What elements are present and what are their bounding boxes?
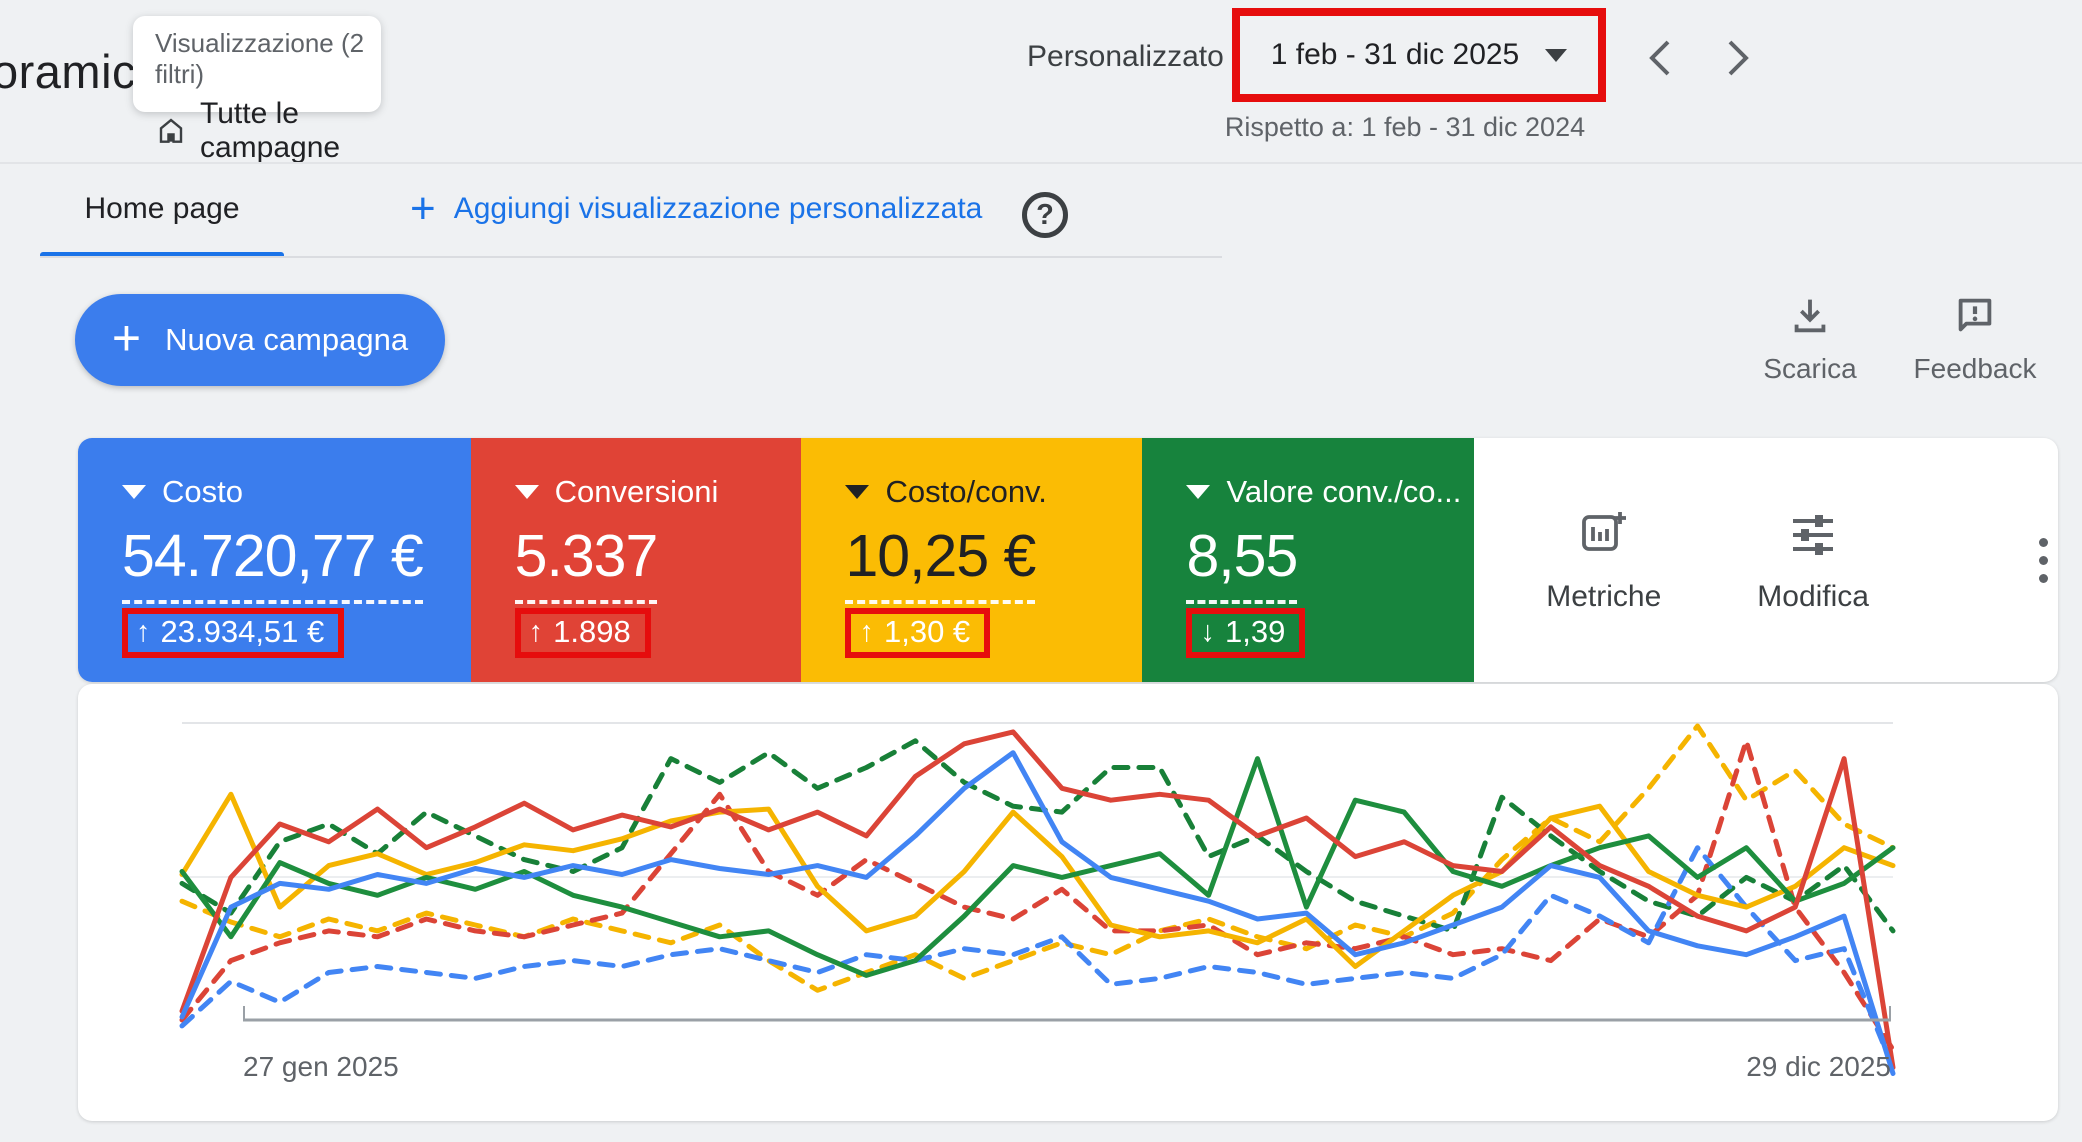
google-ads-overview-page: oramica Visualizzazione (2 filtri) Tutte… [0, 0, 2082, 1142]
chevron-down-icon [122, 485, 146, 499]
chevron-down-icon [845, 485, 869, 499]
next-period-button[interactable] [1714, 34, 1760, 82]
date-range-selector[interactable]: 1 feb - 31 dic 2025 [1271, 38, 1568, 72]
feedback-label: Feedback [1914, 353, 2037, 385]
scorecard-value: 10,25 € [845, 522, 1035, 604]
scorecard-value: 5.337 [515, 522, 658, 604]
scorecard-costo-conv[interactable]: Costo/conv. 10,25 € ↑1,30 € [801, 438, 1142, 682]
overview-chart[interactable]: 27 gen 2025 29 dic 2025 [78, 684, 2058, 1121]
view-scope-label: Tutte le campagne [200, 97, 381, 165]
scorecard-value: 54.720,77 € [122, 522, 423, 604]
arrow-up-icon: ↑ [859, 616, 874, 649]
performance-chart-card: 27 gen 2025 29 dic 2025 [78, 684, 2058, 1121]
new-campaign-button[interactable]: + Nuova campagna [75, 294, 445, 386]
metrics-chart-icon [1578, 507, 1630, 564]
metrics-label: Metriche [1546, 580, 1661, 614]
scorecard-actions-panel: Metriche Modifica [1474, 438, 2058, 682]
plus-icon: + [410, 187, 436, 231]
arrow-up-icon: ↑ [529, 616, 544, 649]
help-icon[interactable]: ? [1022, 192, 1068, 238]
date-range-value: 1 feb - 31 dic 2025 [1271, 38, 1520, 72]
scorecard-strip: Costo 54.720,77 € ↑23.934,51 € Conversio… [78, 438, 2058, 682]
series-conversioni-2025 [182, 732, 1893, 1068]
feedback-icon [1952, 292, 1998, 343]
scorecard-valore-conv[interactable]: Valore conv./co... 8,55 ↓1,39 [1142, 438, 1474, 682]
feedback-button[interactable]: Feedback [1890, 292, 2060, 385]
scorecard-label: Valore conv./co... [1226, 474, 1461, 510]
scorecard-delta-annotated: ↓1,39 [1186, 608, 1305, 658]
date-mode-label: Personalizzato [1027, 40, 1224, 74]
compare-period-label: Rispetto a: 1 feb - 31 dic 2024 [1195, 112, 1615, 143]
download-icon [1787, 292, 1833, 343]
view-filter-label: Visualizzazione (2 filtri) [155, 28, 381, 90]
download-button[interactable]: Scarica [1725, 292, 1895, 385]
sliders-icon [1787, 507, 1839, 564]
download-label: Scarica [1763, 353, 1856, 385]
scorecard-value: 8,55 [1186, 522, 1297, 604]
tab-home-page[interactable]: Home page [40, 166, 284, 252]
arrow-down-icon: ↓ [1200, 616, 1215, 649]
new-campaign-label: Nuova campagna [165, 322, 408, 358]
scorecard-delta-annotated: ↑1,30 € [845, 608, 990, 658]
previous-period-button[interactable] [1638, 34, 1684, 82]
plus-icon: + [112, 313, 141, 363]
x-axis-label-start: 27 gen 2025 [243, 1051, 399, 1082]
more-options-icon[interactable] [2029, 528, 2058, 593]
scorecard-costo[interactable]: Costo 54.720,77 € ↑23.934,51 € [78, 438, 471, 682]
scorecard-conversioni[interactable]: Conversioni 5.337 ↑1.898 [471, 438, 802, 682]
scorecard-delta-annotated: ↑1.898 [515, 608, 651, 658]
add-custom-view-label: Aggiungi visualizzazione personalizzata [454, 192, 983, 226]
edit-label: Modifica [1757, 580, 1869, 614]
series-valore-conv-costo-2025 [182, 759, 1893, 976]
home-icon [155, 115, 187, 147]
header-divider [0, 162, 2082, 164]
tab-bar-border [40, 256, 1222, 258]
metrics-button[interactable]: Metriche [1546, 507, 1661, 614]
scorecard-label: Conversioni [555, 474, 719, 510]
scorecard-delta-annotated: ↑23.934,51 € [122, 608, 344, 658]
view-filter-chip[interactable]: Visualizzazione (2 filtri) Tutte le camp… [133, 16, 381, 112]
scorecard-label: Costo/conv. [885, 474, 1046, 510]
chevron-down-icon [515, 485, 539, 499]
scorecard-label: Costo [162, 474, 243, 510]
arrow-up-icon: ↑ [136, 616, 151, 649]
date-range-annotation-box: 1 feb - 31 dic 2025 [1232, 8, 1606, 102]
x-axis-label-end: 29 dic 2025 [1746, 1051, 1891, 1082]
chevron-down-icon [1186, 485, 1210, 499]
chevron-down-icon [1545, 49, 1567, 62]
add-custom-view-button[interactable]: + Aggiungi visualizzazione personalizzat… [410, 166, 982, 252]
edit-button[interactable]: Modifica [1757, 507, 1869, 614]
